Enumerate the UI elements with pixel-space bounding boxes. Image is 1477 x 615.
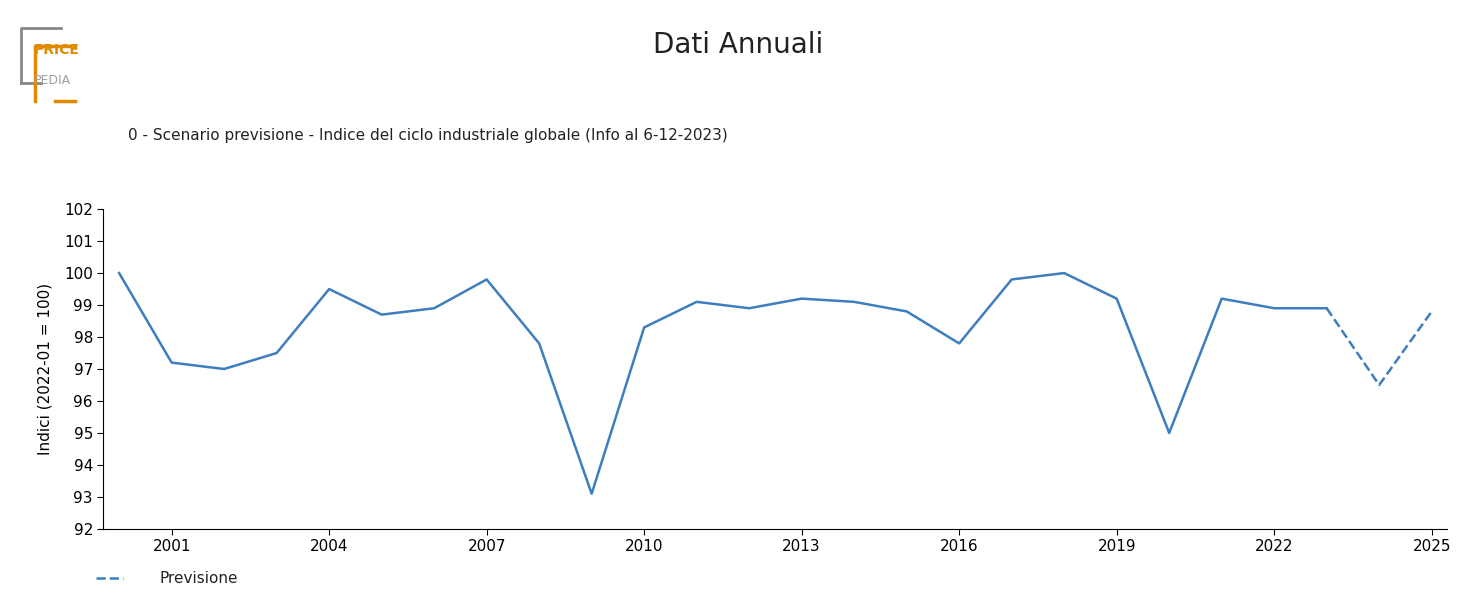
Text: Previsione: Previsione bbox=[160, 571, 238, 585]
Text: Dati Annuali: Dati Annuali bbox=[653, 31, 824, 59]
Y-axis label: Indici (2022-01 = 100): Indici (2022-01 = 100) bbox=[38, 283, 53, 455]
Text: PEDIA: PEDIA bbox=[34, 74, 71, 87]
Text: PRICE: PRICE bbox=[34, 43, 80, 57]
Text: 0 - Scenario previsione - Indice del ciclo industriale globale (Info al 6-12-202: 0 - Scenario previsione - Indice del cic… bbox=[128, 128, 728, 143]
